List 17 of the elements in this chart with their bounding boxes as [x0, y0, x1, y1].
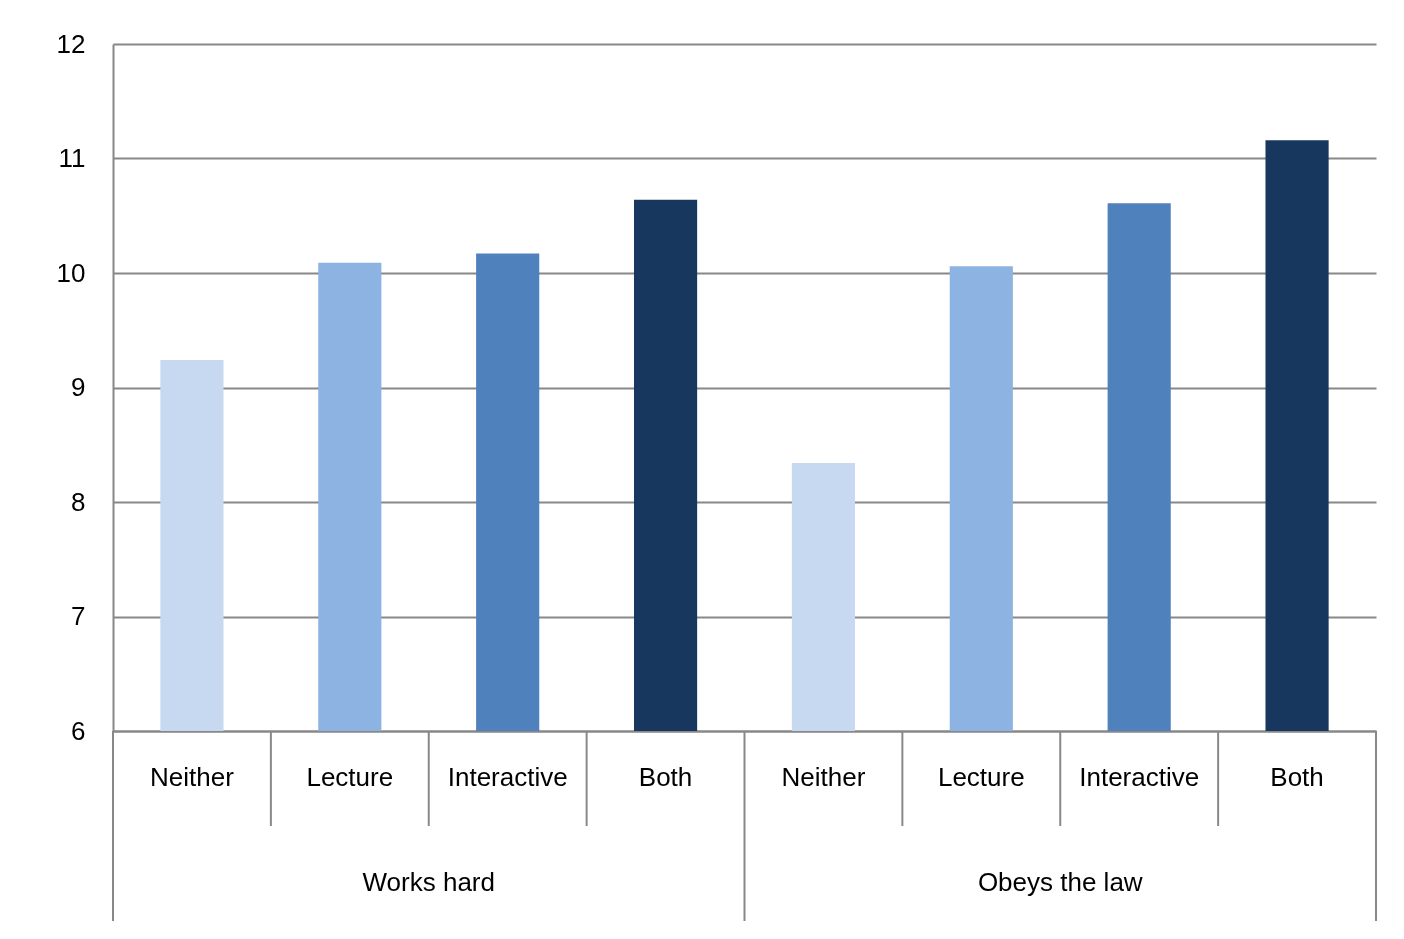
x-tick-label: Both — [638, 761, 693, 792]
x-tick-label: Neither — [150, 761, 235, 792]
y-tick-label: 10 — [56, 257, 86, 288]
y-tick-label: 11 — [58, 143, 86, 173]
y-tick-label: 12 — [56, 28, 86, 59]
x-tick-label: Neither — [781, 761, 866, 792]
text: Works hard — [362, 867, 495, 897]
y-tick-label: 9 — [71, 372, 86, 402]
x-tick-label: Interactive — [447, 761, 568, 792]
x-tick-label: Lecture — [937, 761, 1025, 792]
x-tick-label: Lecture — [306, 761, 394, 792]
x-tick-label: Interactive — [1079, 761, 1200, 792]
y-tick-label: 7 — [71, 601, 86, 631]
y-tick-label: 8 — [71, 486, 86, 517]
text: Obeys the law — [977, 867, 1143, 897]
x-tick-label: Both — [1270, 761, 1324, 792]
y-tick-label: 6 — [71, 715, 86, 746]
